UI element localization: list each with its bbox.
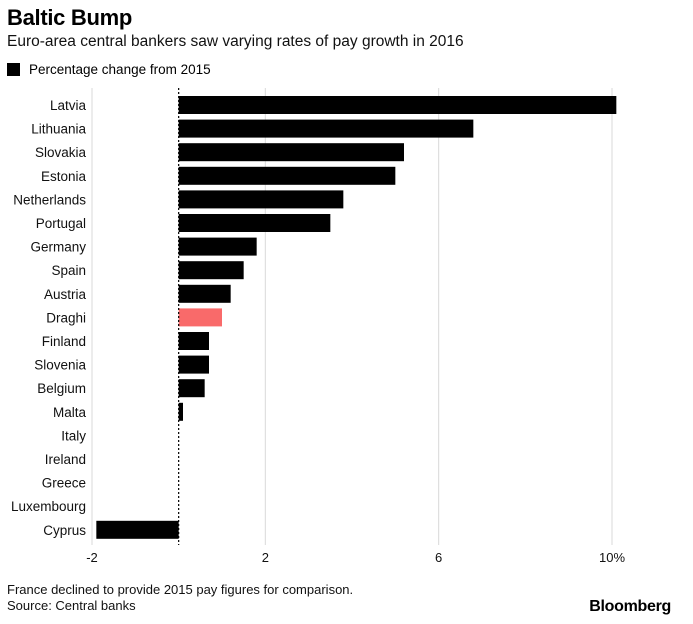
legend-label: Percentage change from 2015	[29, 62, 211, 77]
category-label-slovakia: Slovakia	[35, 145, 87, 160]
bar-portugal	[178, 214, 331, 232]
bar-germany	[178, 237, 257, 256]
x-tick-label: 10%	[599, 550, 625, 565]
bar-netherlands	[178, 190, 344, 209]
bar-finland	[178, 332, 209, 350]
bar-slovenia	[178, 355, 209, 374]
category-label-luxembourg: Luxembourg	[11, 499, 86, 514]
category-label-netherlands: Netherlands	[13, 192, 86, 207]
category-label-cyprus: Cyprus	[43, 523, 86, 538]
bar-slovakia	[178, 143, 404, 162]
category-label-italy: Italy	[61, 428, 86, 443]
bar-latvia	[178, 96, 617, 114]
category-label-lithuania: Lithuania	[31, 122, 86, 137]
bar-malta	[178, 402, 183, 421]
category-label-estonia: Estonia	[41, 169, 87, 184]
bar-estonia	[178, 166, 396, 185]
footnote-source: Source: Central banks	[7, 598, 136, 613]
x-tick-label: 2	[262, 550, 269, 565]
category-label-finland: Finland	[42, 334, 86, 349]
category-label-belgium: Belgium	[37, 381, 86, 396]
bar-austria	[178, 284, 231, 303]
category-label-latvia: Latvia	[50, 98, 87, 113]
category-label-portugal: Portugal	[36, 216, 86, 231]
x-tick-label: 6	[435, 550, 442, 565]
footnote: France declined to provide 2015 pay figu…	[7, 582, 353, 614]
legend: Percentage change from 2015	[7, 62, 211, 77]
category-label-slovenia: Slovenia	[34, 358, 86, 373]
bar-draghi	[178, 308, 222, 327]
chart-subtitle: Euro-area central bankers saw varying ra…	[7, 33, 464, 50]
category-label-austria: Austria	[44, 287, 87, 302]
bar-cyprus	[96, 520, 179, 539]
chart-title: Baltic Bump	[7, 5, 133, 30]
category-label-malta: Malta	[53, 405, 87, 420]
bar-belgium	[178, 379, 205, 398]
footnote-note: France declined to provide 2015 pay figu…	[7, 582, 354, 597]
category-label-ireland: Ireland	[45, 452, 86, 467]
category-label-greece: Greece	[42, 476, 86, 491]
bar-spain	[178, 261, 244, 280]
x-tick-label: -2	[86, 550, 98, 565]
category-label-draghi: Draghi	[46, 310, 86, 325]
category-label-spain: Spain	[51, 263, 86, 278]
legend-swatch	[7, 63, 20, 76]
category-label-germany: Germany	[30, 240, 86, 255]
bloomberg-logo: Bloomberg	[589, 598, 671, 615]
bar-chart: -2 2 6 10% Latvia Lithuania Slovakia Estonia Net…	[11, 88, 625, 565]
bar-lithuania	[178, 119, 474, 138]
